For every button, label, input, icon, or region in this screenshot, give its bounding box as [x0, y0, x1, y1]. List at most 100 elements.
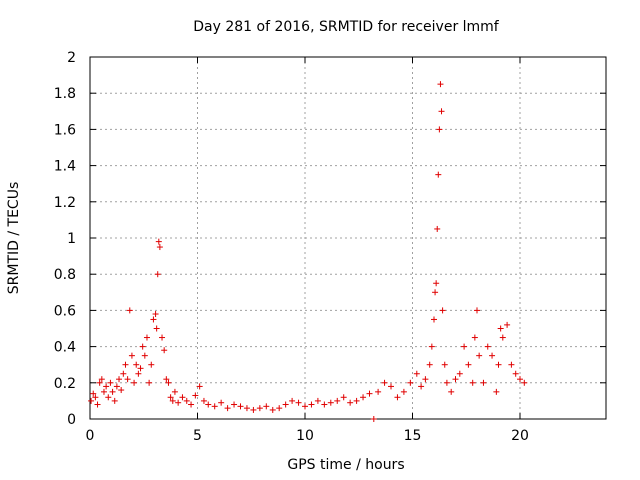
- data-point: [474, 307, 480, 314]
- data-point: [439, 307, 446, 314]
- data-point: [218, 399, 225, 406]
- y-axis-title: SRMTID / TECUs: [6, 182, 22, 295]
- data-point: [263, 403, 270, 410]
- data-point: [161, 347, 168, 354]
- data-point: [276, 405, 283, 412]
- data-point: [441, 361, 448, 368]
- data-point: [126, 307, 133, 314]
- data-point: [143, 334, 150, 341]
- data-point: [476, 352, 483, 359]
- x-tick-label: 10: [296, 428, 314, 444]
- data-point: [175, 399, 182, 406]
- data-point: [434, 225, 441, 232]
- data-point: [179, 394, 186, 401]
- y-tick-label: 0.8: [54, 267, 76, 283]
- data-point: [517, 376, 523, 383]
- data-point: [131, 379, 138, 386]
- data-point: [489, 352, 496, 359]
- data-point: [353, 397, 360, 404]
- data-point: [289, 397, 296, 404]
- data-point: [497, 325, 504, 332]
- data-point: [153, 325, 160, 332]
- data-point: [205, 401, 212, 408]
- data-point: [128, 352, 135, 359]
- data-point: [308, 401, 315, 408]
- data-point: [418, 383, 425, 390]
- data-point: [152, 311, 159, 318]
- data-point: [135, 370, 142, 377]
- data-point: [471, 334, 478, 341]
- data-point: [90, 390, 97, 397]
- data-point: [188, 401, 195, 408]
- data-point: [113, 383, 120, 390]
- data-point: [435, 171, 442, 178]
- data-point: [407, 379, 414, 386]
- data-point: [122, 361, 129, 368]
- data-point: [192, 392, 199, 399]
- data-point: [167, 394, 174, 401]
- data-point: [250, 406, 257, 413]
- data-point: [493, 388, 500, 395]
- data-point: [159, 334, 166, 341]
- data-point: [512, 370, 519, 377]
- data-point: [98, 376, 105, 383]
- x-tick-label: 20: [511, 428, 529, 444]
- data-point: [165, 379, 172, 386]
- data-point: [499, 334, 506, 341]
- data-point: [155, 238, 162, 245]
- data-point: [224, 405, 231, 412]
- data-point: [211, 403, 218, 410]
- x-tick-label: 5: [193, 428, 202, 444]
- data-point: [437, 81, 444, 88]
- data-point: [92, 394, 99, 401]
- data-point: [360, 394, 367, 401]
- data-point: [375, 388, 382, 395]
- data-point: [469, 379, 476, 386]
- data-point: [163, 376, 170, 383]
- data-point: [302, 403, 308, 410]
- data-point: [327, 399, 334, 406]
- data-point: [169, 397, 176, 404]
- data-point: [443, 379, 450, 386]
- data-point: [118, 387, 125, 394]
- data-point: [366, 390, 373, 397]
- chart-title: Day 281 of 2016, SRMTID for receiver lmm…: [193, 19, 500, 35]
- data-point: [120, 370, 127, 377]
- data-point: [465, 361, 472, 368]
- data-series: [88, 81, 528, 422]
- data-point: [96, 379, 103, 386]
- x-axis-title: GPS time / hours: [287, 457, 404, 473]
- data-point: [183, 397, 190, 404]
- data-point: [431, 316, 437, 323]
- y-tick-label: 1.6: [54, 122, 76, 138]
- data-point: [256, 405, 263, 412]
- data-point: [137, 365, 144, 372]
- data-point: [109, 388, 116, 395]
- data-point: [314, 397, 321, 404]
- data-point: [171, 388, 178, 395]
- y-tick-label: 1: [67, 231, 76, 247]
- plot-frame: [89, 56, 607, 420]
- data-point: [394, 394, 401, 401]
- data-point: [124, 376, 131, 383]
- data-point: [139, 343, 146, 350]
- data-point: [370, 416, 377, 422]
- data-point: [480, 379, 487, 386]
- data-point: [495, 361, 502, 368]
- data-point: [156, 244, 163, 251]
- data-point: [508, 361, 515, 368]
- data-point: [200, 397, 207, 404]
- data-point: [282, 401, 289, 408]
- x-tick-label: 15: [404, 428, 422, 444]
- data-point: [428, 343, 435, 350]
- y-tick-label: 1.2: [54, 195, 76, 211]
- data-point: [154, 271, 161, 278]
- data-point: [141, 352, 148, 359]
- y-tick-label: 0.4: [54, 340, 76, 356]
- data-point: [100, 388, 107, 395]
- data-point: [103, 383, 110, 390]
- data-point: [116, 376, 123, 383]
- data-point: [133, 361, 140, 368]
- data-point: [484, 343, 491, 350]
- data-point: [146, 379, 153, 386]
